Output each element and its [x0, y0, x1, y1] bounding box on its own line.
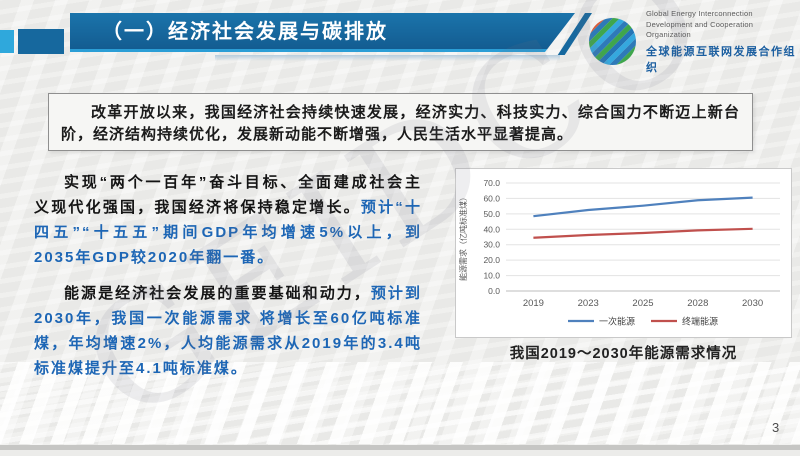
paragraph-gdp-highlight: 预计“十四五”“十五五”期间GDP年均增速5%以上，到2035年GDP较2020…: [34, 199, 422, 266]
energy-chart: 0.0 10.0 20.0 30.0 40.0 50.0 60.0 70.0 2019 2023 2…: [458, 178, 780, 327]
body-text: 实现“两个一百年”奋斗目标、全面建成社会主义现代化强国，我国经济将保持稳定增长。…: [34, 170, 422, 392]
y-tick-label: 40.0: [483, 224, 500, 234]
x-tick-label: 2019: [523, 298, 544, 309]
y-tick-label: 20.0: [483, 255, 500, 265]
org-name-en-line2: Development and Cooperation Organization: [646, 19, 754, 40]
y-tick-label: 60.0: [483, 193, 500, 203]
slide-bottom-edge: [0, 445, 800, 450]
org-logo-text: Global Energy Interconnection Developmen…: [646, 9, 800, 75]
x-tick-label: 2028: [687, 298, 708, 309]
background-pattern: [0, 362, 800, 444]
slide-title: （一）经济社会发展与碳排放: [102, 21, 388, 43]
x-tick-label: 2025: [632, 298, 653, 309]
deco-square-light: [0, 30, 14, 53]
intro-text: 改革开放以来，我国经济社会持续快速发展，经济实力、科技实力、综合国力不断迈上新台…: [61, 104, 740, 144]
paragraph-energy-highlight: 预计到2030年，我国一次能源需求 将增长至60亿吨标准煤，年均增速2%，人均能…: [34, 285, 422, 377]
legend-label: 终端能源: [682, 316, 718, 327]
paragraph-energy: 能源是经济社会发展的重要基础和动力，预计到2030年，我国一次能源需求 将增长至…: [34, 281, 422, 381]
globe-icon: [588, 17, 637, 67]
x-tick-label: 2023: [578, 298, 599, 309]
y-tick-label: 0.0: [488, 286, 500, 296]
chart-card: 0.0 10.0 20.0 30.0 40.0 50.0 60.0 70.0 2019 2023 2…: [455, 168, 792, 338]
x-tick-label: 2030: [742, 298, 763, 309]
series-line: [533, 196, 753, 218]
series-line: [533, 227, 753, 239]
page-number: 3: [772, 420, 780, 435]
chart-caption: 我国2019～2030年能源需求情况: [509, 346, 738, 362]
y-tick-label: 10.0: [483, 271, 500, 281]
legend-label: 一次能源: [599, 316, 635, 327]
y-axis-label: 能源需求（亿吨标准煤）: [458, 193, 468, 281]
org-name-zh: 全球能源互联网发展合作组织: [646, 45, 796, 74]
y-tick-label: 50.0: [483, 209, 500, 219]
org-logo: Global Energy Interconnection Developmen…: [588, 9, 800, 75]
paragraph-gdp: 实现“两个一百年”奋斗目标、全面建成社会主义现代化强国，我国经济将保持稳定增长。…: [34, 170, 422, 270]
title-banner: （一）经济社会发展与碳排放: [70, 13, 575, 52]
paragraph-gdp-plain: 实现“两个一百年”奋斗目标、全面建成社会主义现代化强国，我国经济将保持稳定增长。: [34, 174, 422, 216]
org-name-en-line1: Global Energy Interconnection: [646, 9, 753, 18]
y-tick-label: 30.0: [483, 240, 500, 250]
paragraph-energy-plain: 能源是经济社会发展的重要基础和动力，: [64, 285, 371, 302]
deco-square-dark: [18, 29, 64, 54]
banner-shadow: [215, 55, 560, 61]
y-tick-label: 70.0: [483, 178, 500, 188]
intro-box: 改革开放以来，我国经济社会持续快速发展，经济实力、科技实力、综合国力不断迈上新台…: [48, 93, 753, 151]
